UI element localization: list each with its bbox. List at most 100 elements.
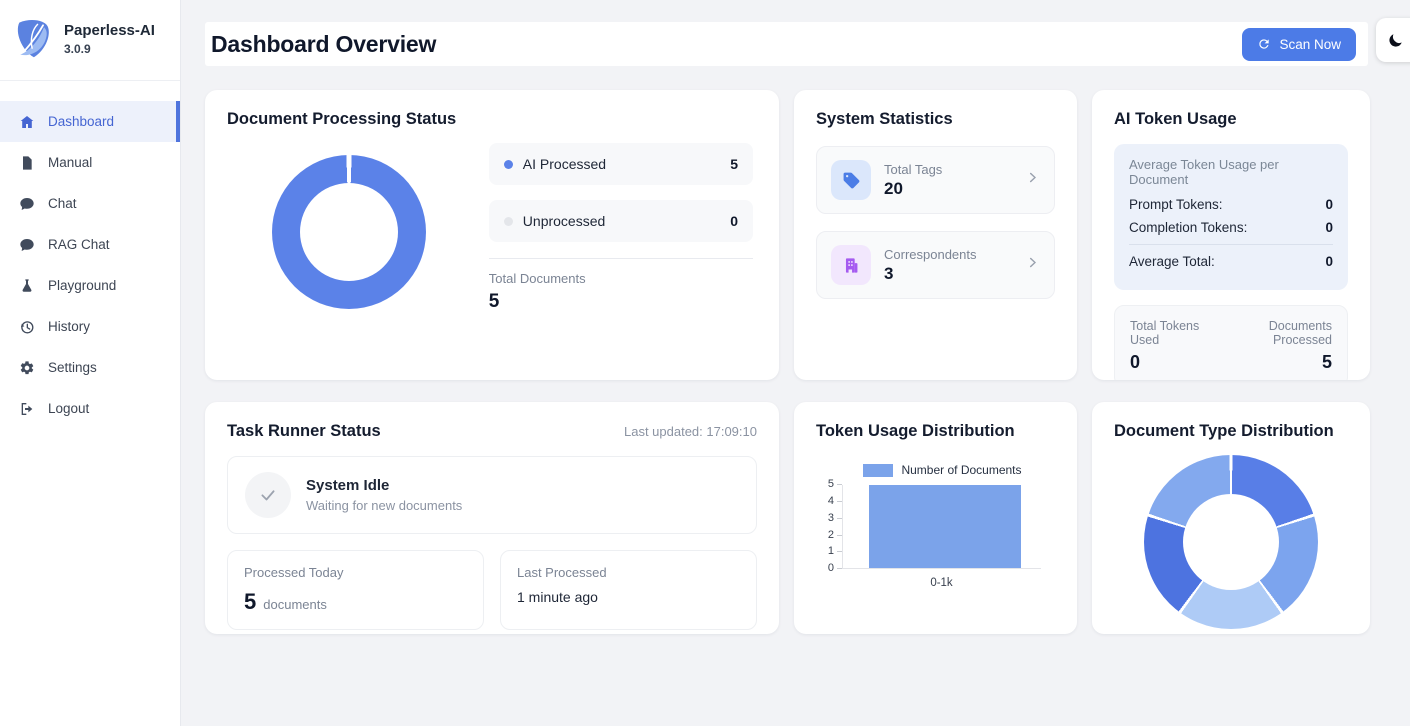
card-token-usage-distribution: Token Usage Distribution Number of Docum… bbox=[794, 402, 1077, 634]
legend-label: Unprocessed bbox=[522, 213, 606, 229]
y-tick: 2 bbox=[828, 530, 842, 541]
chat-bubble-icon bbox=[20, 197, 34, 210]
sidebar-item-chat[interactable]: Chat bbox=[0, 183, 180, 224]
app-title-block: Paperless-AI 3.0.9 bbox=[64, 22, 155, 57]
sidebar-item-label: Chat bbox=[48, 196, 77, 211]
avg-box-header: Average Token Usage per Document bbox=[1129, 157, 1279, 187]
legend-value: 0 bbox=[730, 213, 738, 229]
last-processed-value: 1 minute ago bbox=[517, 589, 598, 605]
card-task-runner-status: Task Runner Status Last updated: 17:09:1… bbox=[205, 402, 779, 634]
x-tick-label: 0-1k bbox=[930, 577, 953, 589]
stat-value: 3 bbox=[884, 263, 894, 283]
doc-processing-body: AI Processed 5 Unprocessed 0 Total Docum… bbox=[227, 143, 757, 313]
legend-item-unprocessed[interactable]: Unprocessed 0 bbox=[488, 200, 753, 242]
y-tick: 4 bbox=[828, 496, 842, 507]
completion-tokens-row: Completion Tokens: 0 bbox=[1129, 220, 1333, 235]
bar-0-1k bbox=[868, 485, 1022, 568]
legend-swatch bbox=[863, 463, 894, 477]
system-status-box: System Idle Waiting for new documents bbox=[227, 456, 757, 534]
legend-item-ai-processed[interactable]: AI Processed 5 bbox=[488, 143, 753, 185]
sidebar-item-logout[interactable]: Logout bbox=[0, 388, 180, 429]
total-tokens-used-col: Total Tokens Used 0 bbox=[1130, 319, 1220, 373]
total-documents-value: 5 bbox=[488, 291, 500, 312]
sidebar-item-rag-chat[interactable]: RAG Chat bbox=[0, 224, 180, 265]
doc-type-donut-chart bbox=[1114, 441, 1348, 629]
average-total-row: Average Total: 0 bbox=[1129, 254, 1333, 269]
total-tokens-used-label: Total Tokens Used bbox=[1130, 319, 1200, 347]
bar-chart-legend[interactable]: Number of Documents bbox=[830, 463, 1055, 477]
divider bbox=[1129, 244, 1333, 245]
page-header: Dashboard Overview Scan Now bbox=[205, 22, 1368, 66]
sidebar-item-label: Dashboard bbox=[48, 114, 115, 129]
tag-icon bbox=[843, 172, 859, 188]
chat-bubble-icon bbox=[20, 238, 34, 251]
processed-today-label: Processed Today bbox=[244, 565, 344, 580]
history-clock-icon bbox=[21, 320, 34, 333]
legend-dot-blue bbox=[503, 159, 513, 169]
prompt-tokens-row: Prompt Tokens: 0 bbox=[1129, 197, 1333, 212]
sidebar-item-label: Logout bbox=[48, 401, 90, 416]
scan-now-button[interactable]: Scan Now bbox=[1242, 27, 1356, 61]
stat-label: Correspondents bbox=[884, 246, 977, 262]
bar-chart-y-axis: 5 4 3 2 1 0 bbox=[816, 479, 842, 574]
legend-value: 5 bbox=[730, 156, 738, 172]
paperless-ai-logo-icon bbox=[17, 20, 49, 58]
card-ai-token-usage: AI Token Usage Average Token Usage per D… bbox=[1092, 90, 1370, 380]
task-runner-header: Task Runner Status Last updated: 17:09:1… bbox=[227, 422, 757, 441]
donut-chart bbox=[271, 155, 426, 309]
y-tick: 3 bbox=[828, 513, 842, 524]
task-runner-metrics: Processed Today 5 documents Last Process… bbox=[227, 550, 757, 630]
stat-row-total-tags[interactable]: Total Tags 20 bbox=[816, 146, 1055, 214]
card-title: Document Type Distribution bbox=[1114, 422, 1334, 440]
average-token-usage-box: Average Token Usage per Document Prompt … bbox=[1114, 144, 1348, 290]
completion-tokens-label: Completion Tokens: bbox=[1129, 220, 1248, 235]
stat-label: Total Tags bbox=[884, 161, 943, 177]
legend-series-name: Number of Documents bbox=[901, 463, 1022, 477]
card-document-type-distribution: Document Type Distribution bbox=[1092, 402, 1370, 634]
sidebar-item-history[interactable]: History bbox=[0, 306, 180, 347]
sidebar-item-playground[interactable]: Playground bbox=[0, 265, 180, 306]
last-processed-label: Last Processed bbox=[517, 565, 607, 580]
card-title: Document Processing Status bbox=[227, 110, 457, 128]
card-title: Token Usage Distribution bbox=[816, 422, 1015, 440]
card-system-statistics: System Statistics Total Tags 20 Cor bbox=[794, 90, 1077, 380]
sidebar-item-dashboard[interactable]: Dashboard bbox=[0, 101, 180, 142]
status-text: System Idle Waiting for new documents bbox=[306, 477, 462, 513]
building-icon-badge bbox=[831, 245, 871, 285]
sidebar-item-settings[interactable]: Settings bbox=[0, 347, 180, 388]
tag-icon-badge bbox=[831, 160, 871, 200]
y-tick: 0 bbox=[828, 563, 842, 574]
gear-icon bbox=[20, 360, 34, 374]
stat-row-correspondents[interactable]: Correspondents 3 bbox=[816, 231, 1055, 299]
document-icon bbox=[23, 155, 32, 170]
y-tick: 1 bbox=[828, 546, 842, 557]
token-totals-box: Total Tokens Used 0 Documents Processed … bbox=[1114, 305, 1348, 380]
check-icon bbox=[261, 490, 275, 501]
page-title: Dashboard Overview bbox=[211, 30, 437, 57]
card-title: AI Token Usage bbox=[1114, 110, 1237, 128]
chevron-right-icon bbox=[1025, 255, 1040, 275]
moon-icon bbox=[1388, 33, 1402, 47]
doc-processing-legend: AI Processed 5 Unprocessed 0 Total Docum… bbox=[471, 143, 757, 313]
sidebar-nav: Dashboard Manual Chat RAG Chat Playgroun… bbox=[0, 101, 180, 429]
documents-processed-col: Documents Processed 5 bbox=[1220, 319, 1332, 373]
bar-chart: 5 4 3 2 1 0 bbox=[816, 479, 1055, 574]
processed-today-value: 5 bbox=[244, 589, 257, 614]
total-tokens-used-value: 0 bbox=[1130, 352, 1141, 372]
stat-value: 20 bbox=[884, 178, 903, 198]
completion-tokens-value: 0 bbox=[1325, 220, 1333, 235]
status-title: System Idle bbox=[306, 477, 390, 494]
donut-chart bbox=[1144, 455, 1318, 629]
status-subtitle: Waiting for new documents bbox=[306, 498, 463, 513]
sidebar-item-label: History bbox=[48, 319, 91, 334]
documents-processed-label: Documents Processed bbox=[1268, 319, 1332, 347]
legend-label: AI Processed bbox=[522, 156, 607, 172]
processed-today-box: Processed Today 5 documents bbox=[227, 550, 484, 630]
scan-now-label: Scan Now bbox=[1279, 36, 1341, 52]
processed-today-value-row: 5 documents bbox=[244, 589, 467, 615]
sidebar-item-manual[interactable]: Manual bbox=[0, 142, 180, 183]
dark-mode-toggle[interactable] bbox=[1376, 18, 1410, 62]
last-updated-timestamp: Last updated: 17:09:10 bbox=[623, 424, 757, 439]
sidebar-item-label: Playground bbox=[48, 278, 117, 293]
sidebar-item-label: Manual bbox=[48, 155, 93, 170]
